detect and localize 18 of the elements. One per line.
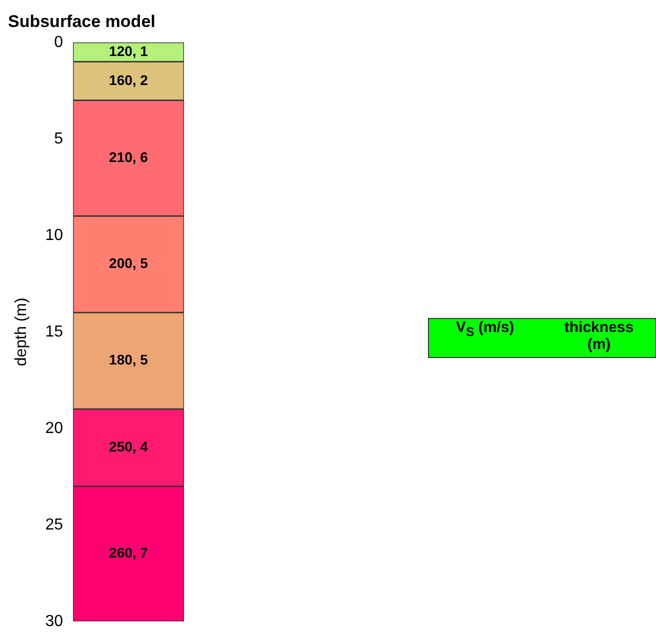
y-tick-label: 15 — [45, 323, 64, 340]
data-label: 160, 2 — [109, 72, 148, 88]
chart-title: Subsurface model — [8, 12, 156, 31]
data-label: 180, 5 — [109, 352, 148, 368]
text: thickness (m) — [563, 319, 635, 353]
y-tick-label: 10 — [45, 226, 64, 244]
data-label: 210, 6 — [109, 149, 148, 166]
y-tick-label: 20 — [45, 420, 64, 437]
text: V$_{S}$ (m/s) — [454, 319, 516, 341]
data-label: 250, 4 — [109, 438, 148, 455]
y-tick-label: 25 — [45, 516, 64, 534]
data-label: 260, 7 — [109, 544, 148, 561]
y-tick-label: 5 — [54, 130, 64, 148]
y-axis-title: depth (m) — [13, 298, 30, 366]
y-tick-label: 0 — [54, 34, 64, 51]
data-label: 120, 1 — [109, 42, 148, 59]
y-tick-label: 30 — [45, 612, 64, 630]
data-label: 200, 5 — [109, 255, 148, 272]
